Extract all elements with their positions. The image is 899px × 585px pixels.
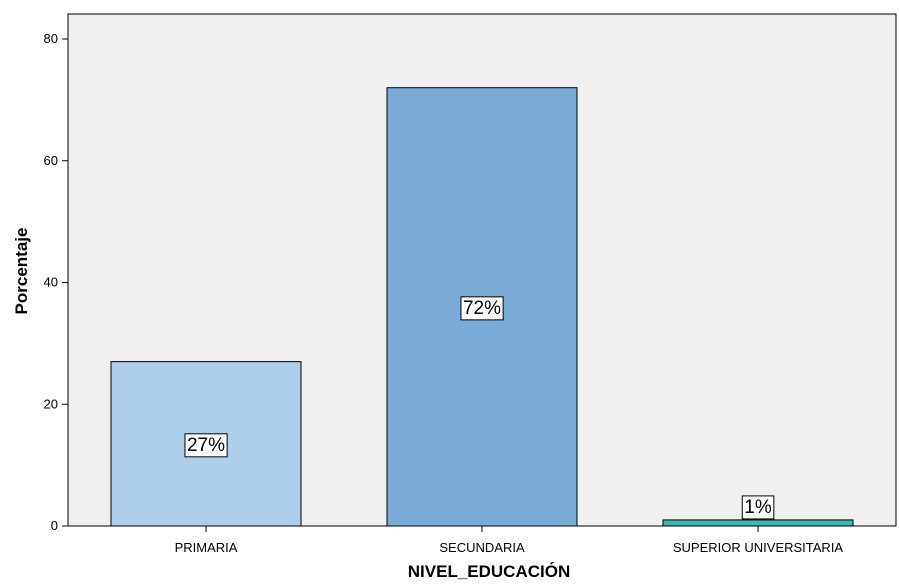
x-axis-title: NIVEL_EDUCACIÓN [408, 562, 570, 581]
data-label: 27% [184, 433, 228, 458]
y-tick-label: 0 [51, 518, 58, 533]
y-axis-title: Porcentaje [12, 228, 31, 315]
y-tick-label: 60 [44, 153, 58, 168]
y-tick-label: 80 [44, 31, 58, 46]
svg-text:72%: 72% [463, 298, 501, 319]
data-label-box [741, 495, 775, 520]
x-tick-label: SUPERIOR UNIVERSITARIA [673, 540, 844, 555]
y-tick-label: 20 [44, 396, 58, 411]
bar-superior-universitaria [662, 519, 854, 527]
x-tick-label: SECUNDARIA [439, 540, 525, 555]
svg-text:1%: 1% [744, 497, 772, 518]
data-label: 72% [460, 296, 504, 321]
svg-text:27%: 27% [187, 435, 225, 456]
data-label-box [460, 296, 504, 321]
data-label: 1% [741, 495, 775, 520]
data-label-box [184, 433, 228, 458]
x-tick-label: PRIMARIA [175, 540, 238, 555]
y-tick-label: 40 [44, 275, 58, 290]
